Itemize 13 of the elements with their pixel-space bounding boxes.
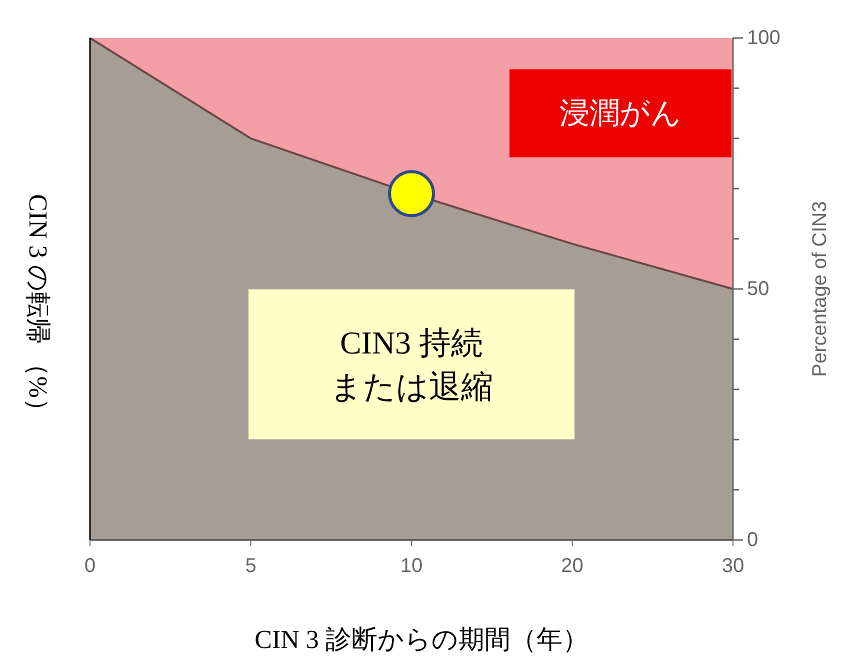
y-axis-title: CIN 3 の転帰 （%） <box>24 194 52 424</box>
x-tick-label: 30 <box>722 555 744 577</box>
y2-tick-label: 100 <box>747 27 780 49</box>
y2-axis-title: Percentage of CIN3 <box>809 201 831 377</box>
x-tick-label: 20 <box>561 555 584 577</box>
x-axis-title: CIN 3 診断からの期間（年） <box>254 625 588 654</box>
x-tick-label: 10 <box>400 555 423 577</box>
x-tick-label: 5 <box>245 555 256 577</box>
series-label: CIN3 持続または退縮 <box>330 324 493 404</box>
y2-tick-label: 50 <box>747 278 770 300</box>
y2-tick-label: 0 <box>747 529 758 551</box>
series-label: 浸潤がん <box>559 96 682 131</box>
x-tick-label: 0 <box>84 555 96 577</box>
